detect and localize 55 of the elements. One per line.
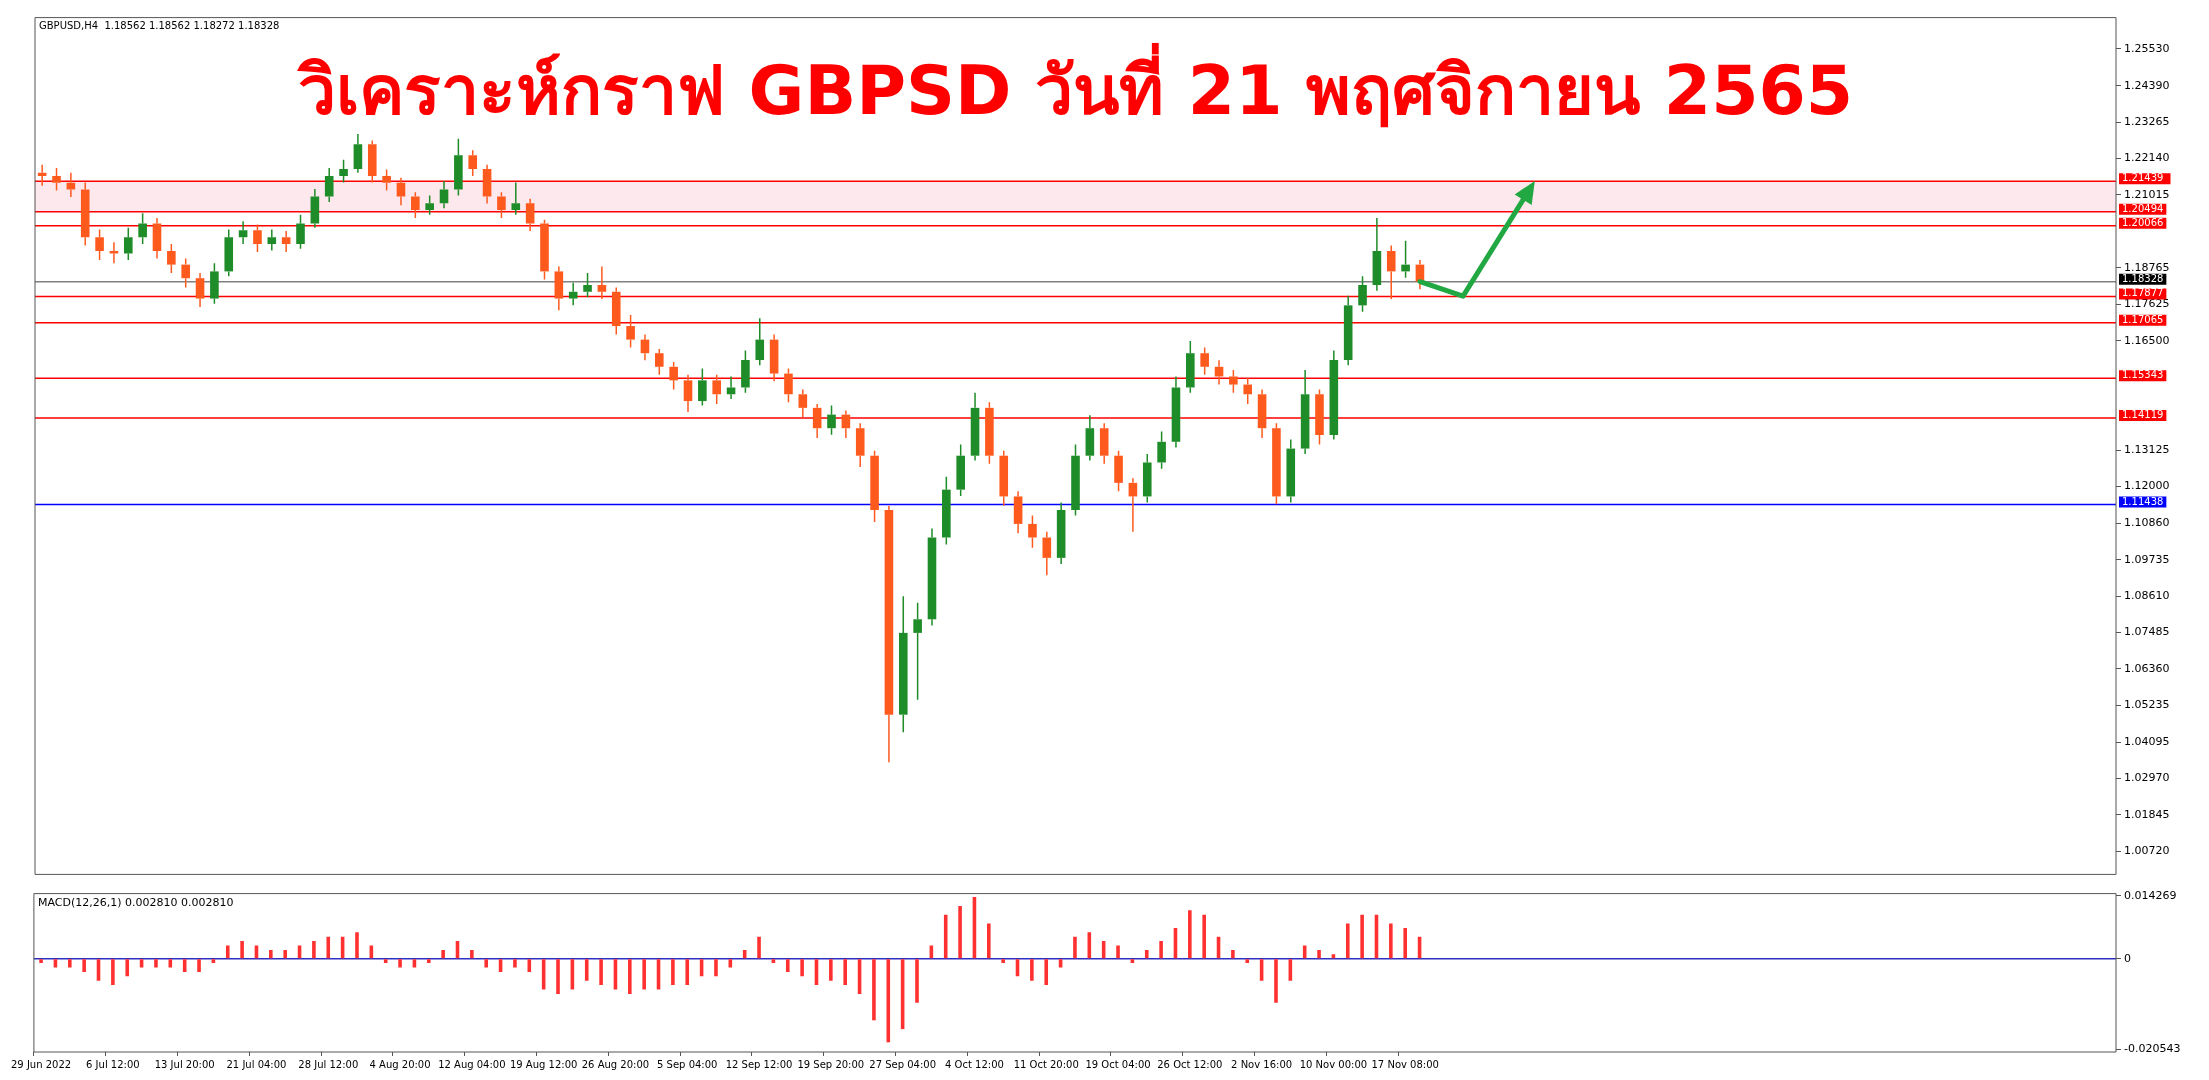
x-tick-label: 19 Aug 12:00 (509, 1058, 578, 1070)
x-tick-label: 13 Jul 20:00 (154, 1058, 215, 1070)
x-tick-label: 12 Aug 04:00 (438, 1058, 506, 1070)
x-tick-label: 10 Nov 00:00 (1299, 1058, 1368, 1070)
y-tick-label: 1.16500 (2124, 333, 2170, 347)
x-tick-label: 11 Oct 20:00 (1013, 1058, 1079, 1070)
ref-line-label: 1.20494 (2122, 202, 2164, 214)
ref-line-label: 1.17877 (2122, 287, 2164, 299)
x-tick-label: 6 Jul 12:00 (86, 1058, 140, 1070)
chart-title: MACD(12,26,1) 0.002810 0.002810 (37, 895, 234, 909)
y-tick-label: 1.00720 (2124, 843, 2170, 857)
text: วิเคราะห์กราฟ GBPSD วันที่ 21 พฤศจิกายน 2565 (296, 42, 1854, 131)
y-tick-label: 1.23265 (2124, 115, 2170, 129)
x-tick-label: 28 Jul 12:00 (298, 1058, 359, 1070)
x-tick-label: 19 Sep 20:00 (797, 1058, 865, 1070)
ref-line-label: 1.20066 (2122, 216, 2164, 228)
y-tick-label: 1.13125 (2124, 442, 2170, 456)
x-tick-label: 4 Oct 12:00 (945, 1058, 1004, 1070)
y-tick-label: 1.06360 (2124, 661, 2170, 675)
x-tick-label: 2 Nov 16:00 (1231, 1058, 1293, 1070)
x-tick-label: 26 Aug 20:00 (581, 1058, 650, 1070)
y-tick-label: 1.12000 (2124, 479, 2170, 493)
y-tick-label: -0.020543 (2124, 1041, 2181, 1055)
y-tick-label: 1.09735 (2124, 552, 2170, 566)
ref-line-label: 1.17065 (2122, 313, 2164, 325)
x-tick-label: 19 Oct 04:00 (1085, 1058, 1151, 1070)
y-tick-label: 1.25530 (2124, 41, 2170, 55)
y-tick-label: 1.04095 (2124, 734, 2170, 748)
x-tick-label: 26 Oct 12:00 (1157, 1058, 1223, 1070)
y-tick-label: 1.05235 (2124, 698, 2170, 711)
ref-line-label: 1.11438 (2122, 495, 2164, 507)
x-tick-label: 29 Jun 2022 (11, 1058, 72, 1070)
y-tick-label: 1.24390 (2124, 78, 2170, 92)
y-tick-label: 1.18765 (2124, 260, 2170, 274)
y-tick-label: 0.014269 (2124, 888, 2177, 902)
y-tick-label: 1.01845 (2124, 807, 2170, 821)
y-tick-label: 1.17625 (2124, 297, 2170, 311)
x-tick-label: 12 Sep 12:00 (725, 1058, 793, 1070)
y-tick-label: 1.22140 (2124, 151, 2170, 165)
x-tick-label: 4 Aug 20:00 (369, 1058, 431, 1070)
chart-subtitle: GBPUSD,H4 1.18562 1.18562 1.18272 1.18328 (39, 20, 280, 32)
x-tick-label: 17 Nov 08:00 (1371, 1058, 1439, 1070)
ref-line-label: 1.18328 (2122, 272, 2164, 284)
y-tick-label: 1.10860 (2124, 516, 2170, 530)
y-tick-label: 1.02970 (2124, 771, 2170, 785)
y-tick-label: 1.07485 (2124, 625, 2170, 639)
ref-line-label: 1.14119 (2122, 409, 2164, 420)
x-tick-label: 5 Sep 04:00 (657, 1058, 718, 1070)
ref-line-label: 1.21439 (2122, 172, 2164, 184)
ref-line-label: 1.15343 (2122, 369, 2164, 381)
y-tick-label: 1.21015 (2124, 187, 2170, 201)
y-tick-label: 0 (2124, 951, 2131, 965)
y-tick-label: 1.08610 (2124, 588, 2170, 602)
x-tick-label: 27 Sep 04:00 (869, 1058, 937, 1070)
x-tick-label: 21 Jul 04:00 (226, 1058, 287, 1070)
